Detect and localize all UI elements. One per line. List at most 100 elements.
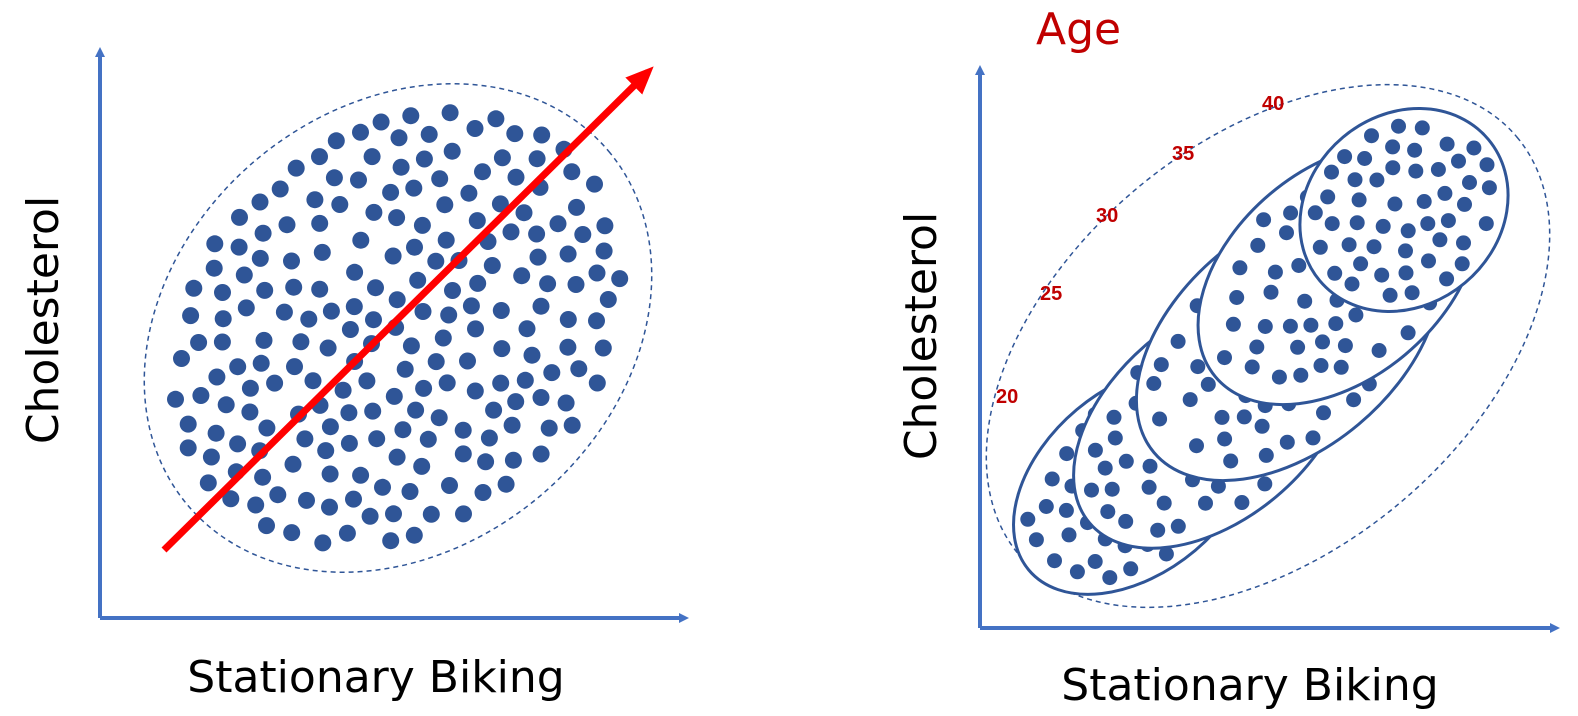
data-point (208, 368, 226, 386)
data-point (1104, 481, 1120, 497)
data-point (477, 453, 495, 471)
data-point (321, 418, 339, 436)
data-point (1097, 460, 1113, 476)
data-point (1141, 479, 1157, 495)
data-point (192, 387, 210, 404)
data-point (474, 163, 491, 181)
data-point (570, 360, 588, 378)
data-point (1200, 376, 1216, 392)
data-point (401, 483, 419, 500)
data-point (325, 169, 343, 187)
data-point (285, 278, 303, 296)
data-point (358, 372, 376, 390)
data-point (1297, 293, 1313, 309)
data-point (340, 434, 358, 452)
data-point (1069, 564, 1085, 580)
data-point (1156, 495, 1172, 511)
data-point (497, 475, 515, 493)
data-point (1408, 163, 1424, 179)
data-point (1214, 409, 1230, 425)
data-point (222, 490, 240, 508)
data-point (563, 416, 581, 434)
data-point (365, 311, 382, 329)
data-point (431, 170, 449, 188)
age-cluster-40 (1298, 107, 1510, 313)
data-point (1257, 476, 1273, 492)
data-point (1364, 128, 1379, 144)
data-point (1170, 518, 1186, 534)
data-point (1454, 256, 1470, 272)
data-point (1327, 265, 1343, 281)
data-point (352, 123, 369, 141)
data-point (1107, 430, 1123, 446)
data-point (1100, 504, 1116, 520)
data-point (406, 238, 423, 256)
data-point (440, 306, 458, 324)
data-point (468, 212, 486, 230)
data-point (443, 142, 461, 160)
data-point (1479, 157, 1495, 173)
data-point (1320, 189, 1336, 205)
data-point (1217, 431, 1233, 447)
data-point (1466, 140, 1482, 156)
data-point (247, 496, 265, 514)
data-point (1153, 357, 1169, 373)
data-point (1236, 409, 1252, 425)
data-point (568, 198, 585, 216)
data-point (237, 299, 255, 317)
data-point (372, 113, 390, 131)
data-point (492, 302, 510, 319)
data-point (1223, 453, 1239, 469)
data-point (407, 401, 425, 419)
data-point (1420, 216, 1436, 232)
data-point (254, 468, 272, 486)
data-point (1232, 260, 1248, 276)
data-point (588, 374, 606, 392)
data-point (313, 243, 331, 261)
data-point (1421, 253, 1436, 269)
data-point (1170, 333, 1186, 349)
data-point (1371, 343, 1387, 358)
data-point (252, 354, 270, 372)
data-point (388, 448, 406, 466)
data-point (284, 455, 302, 473)
data-point (345, 490, 362, 508)
data-point (611, 270, 629, 288)
data-point (1257, 319, 1273, 334)
data-point (574, 226, 592, 243)
data-point (365, 203, 383, 221)
data-point (361, 507, 379, 525)
data-point (271, 180, 289, 198)
data-point (300, 310, 318, 328)
data-point (173, 350, 190, 367)
left-panel: Stationary Biking Cholesterol (18, 47, 689, 703)
data-point (345, 298, 363, 316)
data-point (352, 231, 370, 249)
data-point (1407, 142, 1423, 158)
data-point (202, 448, 220, 466)
data-point (528, 225, 546, 243)
data-point (1044, 471, 1060, 487)
data-point (466, 120, 484, 137)
data-point (430, 409, 448, 427)
data-point (269, 486, 287, 504)
data-point (1189, 438, 1204, 454)
data-point (1210, 478, 1226, 494)
data-point (588, 264, 606, 282)
data-point (1414, 120, 1430, 136)
data-point (394, 421, 412, 439)
data-point (595, 242, 613, 260)
data-point (427, 252, 445, 270)
data-point (480, 429, 498, 447)
data-point (493, 149, 511, 167)
data-point (368, 430, 386, 448)
data-point (1400, 325, 1416, 341)
data-point (515, 204, 533, 222)
age-title: Age (1036, 4, 1121, 55)
left-x-axis-label: Stationary Biking (187, 652, 564, 703)
data-point (1349, 215, 1365, 231)
data-point (1020, 511, 1036, 527)
data-point (167, 390, 184, 408)
data-point (1190, 359, 1206, 375)
data-point (1439, 136, 1455, 152)
